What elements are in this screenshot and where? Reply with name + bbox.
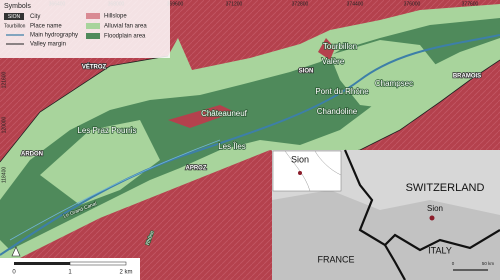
city-label: ARDON xyxy=(21,152,43,158)
inset-point xyxy=(429,215,435,221)
locator-border xyxy=(284,150,342,192)
grid-label: 377600 xyxy=(462,1,479,7)
legend-title: Symbols xyxy=(4,3,31,10)
legend-label: City xyxy=(30,14,40,20)
legend-symbol: Tourbillon xyxy=(4,23,26,29)
legend-swatch xyxy=(86,13,100,19)
inset-label: Sion xyxy=(427,204,443,213)
legend-symbol: SION xyxy=(8,14,21,20)
scale-bar: 0 1 2 km xyxy=(0,246,140,280)
legend-box xyxy=(0,0,170,58)
relief xyxy=(272,190,500,280)
locator-map xyxy=(272,150,342,192)
inset-scale-label: 50 km xyxy=(482,261,495,266)
hillslope xyxy=(168,105,235,128)
legend-label: Main hydrography xyxy=(30,33,78,39)
main-hydrography xyxy=(9,139,221,241)
place-label: Chandoline xyxy=(317,107,358,116)
legend-label: Floodplain area xyxy=(104,34,146,40)
scale-label: 1 xyxy=(68,270,72,276)
grid-label: 376000 xyxy=(404,1,421,7)
scale-segment xyxy=(14,262,70,265)
inset-scale-label: 0 xyxy=(452,261,455,266)
grid-label: 369600 xyxy=(167,1,184,7)
city-label: APROZ xyxy=(186,166,207,172)
country-label: SWITZERLAND xyxy=(406,182,485,194)
north-arrow xyxy=(11,246,21,257)
hillslope xyxy=(318,38,335,60)
country-label: FRANCE xyxy=(317,254,354,264)
place-label: Les Îles xyxy=(218,142,246,151)
alluvial-fan-area xyxy=(330,40,440,110)
place-label: Les Praz Pourris xyxy=(77,126,136,135)
city-label: SION xyxy=(299,69,314,75)
city-label: BRAMOIS xyxy=(453,74,481,80)
grid-label: 121600 xyxy=(1,71,7,88)
legend-label: Valley margin xyxy=(30,42,66,48)
border xyxy=(343,149,500,252)
legend-label: Place name xyxy=(30,24,62,30)
legend-label: Alluvial fan area xyxy=(104,24,147,30)
scale-segment xyxy=(69,261,127,266)
scale-label: 0 xyxy=(12,270,16,276)
border xyxy=(384,244,406,280)
grid-label: 118400 xyxy=(1,167,7,184)
locator-label: Sion xyxy=(291,154,309,164)
locator-point xyxy=(298,171,302,175)
grid-label: 120000 xyxy=(1,116,7,133)
place-label: Valère xyxy=(322,57,345,66)
scale-label: 2 km xyxy=(119,270,132,276)
place-label: Châteauneuf xyxy=(201,109,248,118)
legend: Symbols SION City Tourbillon Place name … xyxy=(0,0,170,58)
legend-swatch xyxy=(86,23,100,29)
country-label: ITALY xyxy=(428,245,452,255)
legend-label: Hillslope xyxy=(104,14,127,20)
grid-label: 374400 xyxy=(347,1,364,7)
alluvial-fan-area xyxy=(40,120,160,205)
grid-label: 371200 xyxy=(226,1,243,7)
place-label: Tourbillon xyxy=(323,42,357,51)
city-label: VÉTROZ xyxy=(82,63,107,71)
legend-swatch xyxy=(86,33,100,39)
main-hydrography xyxy=(0,34,500,256)
city-symbol xyxy=(4,13,24,20)
grid-label: 372800 xyxy=(292,1,309,7)
place-label: Pont du Rhône xyxy=(315,87,369,96)
place-label: Champsec xyxy=(375,79,413,88)
inset-map: Sion SWITZERLAND FRANCE ITALY Sion 0 50 … xyxy=(272,149,500,280)
